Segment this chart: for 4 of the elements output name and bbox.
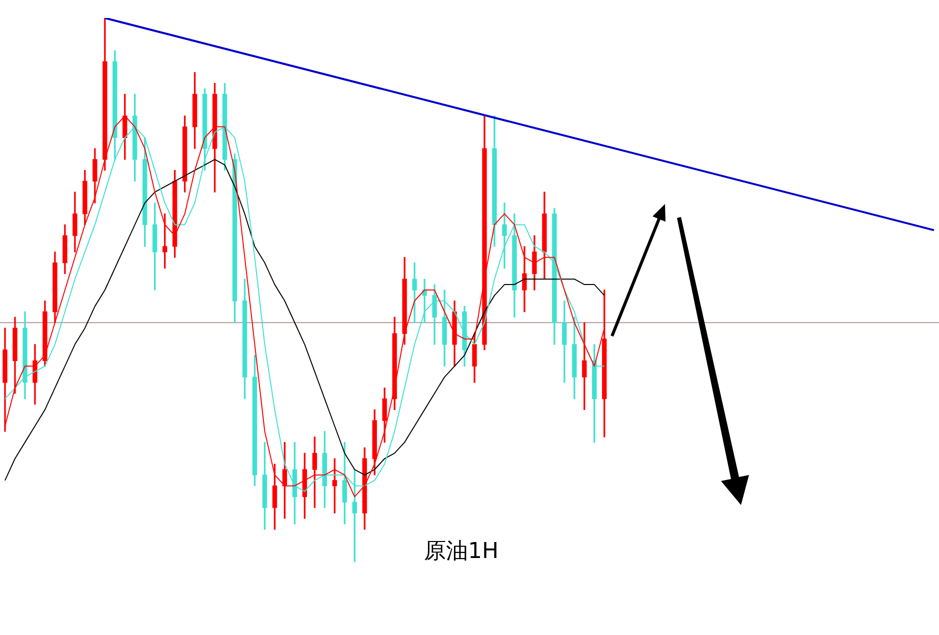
candlestick	[502, 202, 507, 269]
candlestick	[412, 262, 417, 323]
candlestick	[422, 278, 427, 323]
text: 原油1H	[424, 539, 499, 564]
